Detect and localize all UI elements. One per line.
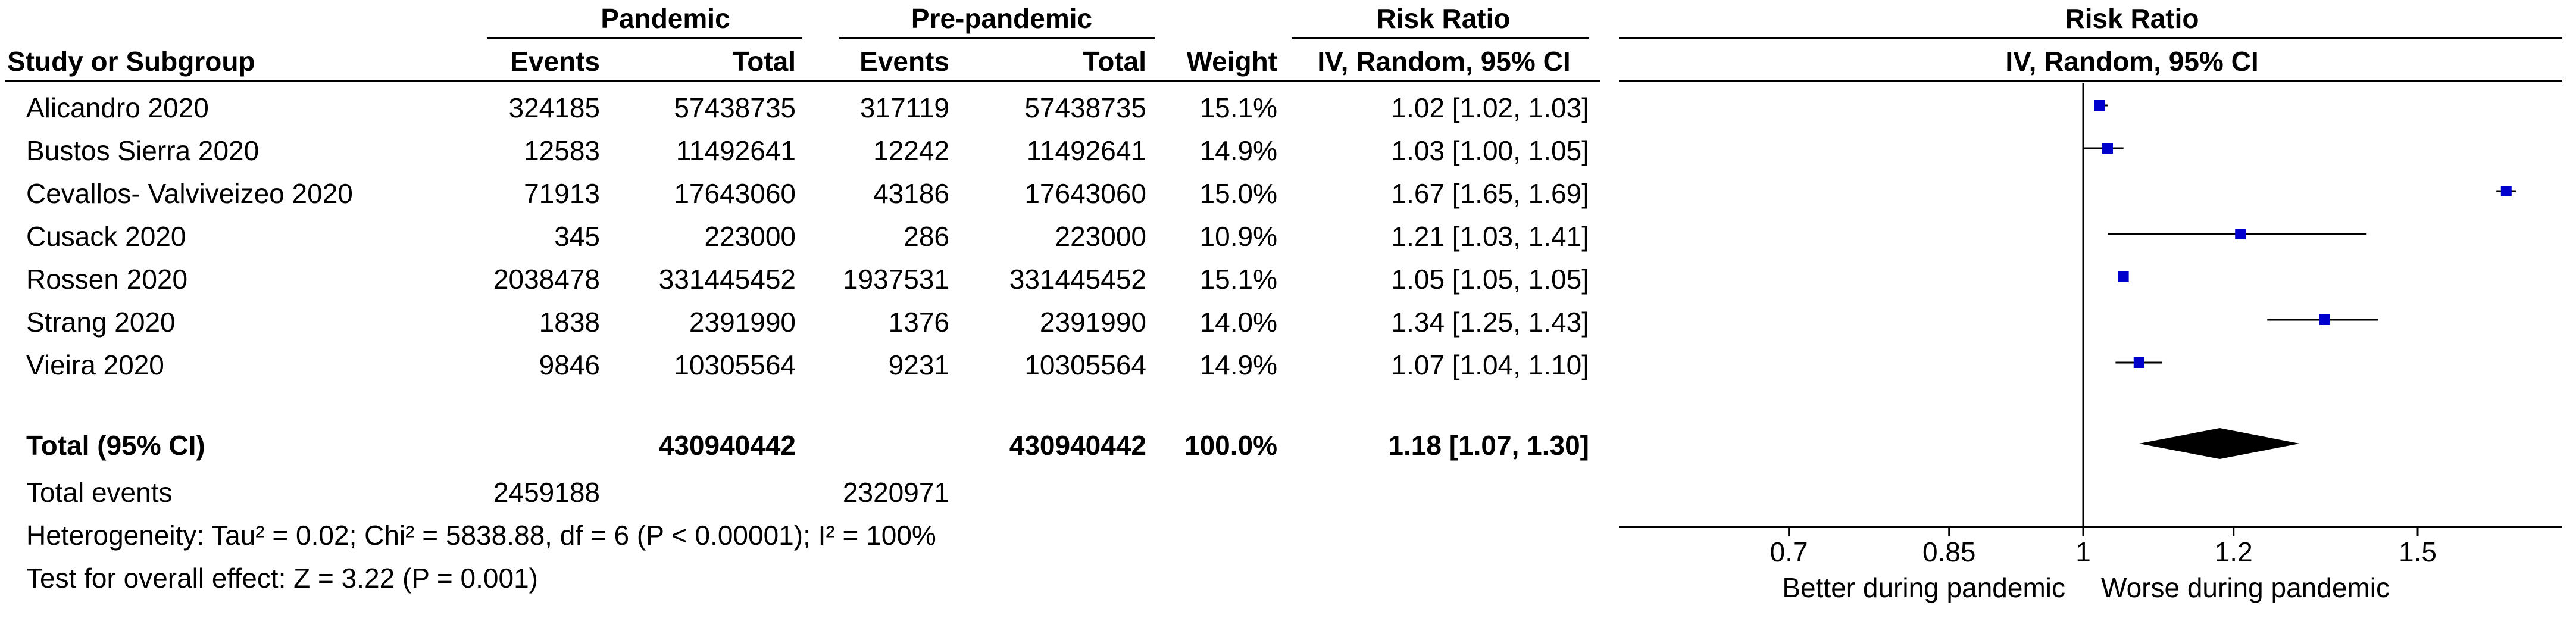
prepandemic-group-header: Pre-pandemic: [911, 3, 1093, 34]
pandemic-total: 223000: [704, 221, 796, 252]
x-tick-label: 0.7: [1770, 536, 1808, 567]
pooled-risk-ratio-ci: 1.18 [1.07, 1.30]: [1388, 430, 1589, 461]
pandemic-events: 71913: [524, 178, 600, 209]
pandemic-events: 9846: [539, 349, 600, 380]
pandemic-total: 2391990: [689, 307, 796, 338]
weight: 10.9%: [1199, 221, 1277, 252]
pandemic-total: 11492641: [676, 135, 796, 166]
prepandemic-events: 317119: [859, 92, 949, 123]
weight: 15.0%: [1199, 178, 1277, 209]
point-estimate-marker: [2094, 100, 2105, 111]
weight: 14.0%: [1199, 307, 1277, 338]
point-estimate-marker: [2118, 271, 2129, 282]
pandemic-total-events: 2459188: [493, 477, 600, 508]
point-estimate-marker: [2235, 229, 2246, 239]
pandemic-events: 324185: [508, 92, 601, 123]
plot-title-underline: [1619, 37, 2562, 39]
risk-ratio-ci: 1.34 [1.25, 1.43]: [1391, 307, 1590, 338]
prepandemic-total: 57438735: [1024, 92, 1146, 123]
pandemic-total: 331445452: [658, 264, 796, 295]
point-estimate-marker: [2133, 357, 2144, 368]
col-header-pandemic-events: Events: [510, 46, 600, 77]
x-tick-label: 0.85: [1922, 536, 1976, 567]
point-estimate-marker: [2102, 143, 2113, 154]
risk-ratio-ci: 1.05 [1.05, 1.05]: [1391, 264, 1590, 295]
pandemic-events: 1838: [539, 307, 600, 338]
prepandemic-total: 10305564: [1024, 349, 1146, 380]
prepandemic-total-events: 2320971: [842, 477, 949, 508]
pandemic-events: 12583: [524, 135, 600, 166]
weight: 15.1%: [1199, 92, 1277, 123]
total-events-label: Total events: [26, 477, 173, 508]
col-header-pandemic-total: Total: [732, 46, 796, 77]
weight: 15.1%: [1199, 264, 1277, 295]
x-tick-label: 1: [2075, 536, 2091, 567]
prepandemic-total: 223000: [1055, 221, 1147, 252]
risk-ratio-underline: [1292, 37, 1589, 39]
risk-ratio-ci: 1.21 [1.03, 1.41]: [1391, 221, 1590, 252]
study-name: Bustos Sierra 2020: [26, 135, 260, 166]
pooled-diamond: [2139, 428, 2300, 459]
pandemic-total-sum: 430940442: [658, 430, 796, 461]
study-name: Cevallos- Valviveizeo 2020: [26, 178, 353, 209]
table-header-underline: [5, 80, 1600, 82]
point-estimate-marker: [2500, 186, 2512, 196]
study-name: Vieira 2020: [26, 349, 164, 380]
weight: 14.9%: [1199, 135, 1277, 166]
plot-title: Risk Ratio: [2065, 3, 2199, 34]
col-header-method: IV, Random, 95% CI: [1317, 46, 1571, 77]
risk-ratio-ci: 1.07 [1.04, 1.10]: [1391, 349, 1590, 380]
prepandemic-total: 331445452: [1009, 264, 1146, 295]
prepandemic-total: 11492641: [1026, 135, 1146, 166]
prepandemic-total-sum: 430940442: [1009, 430, 1146, 461]
study-name: Rossen 2020: [26, 264, 188, 295]
col-header-prepandemic-events: Events: [859, 46, 949, 77]
pandemic-total: 10305564: [674, 349, 796, 380]
study-name: Cusack 2020: [26, 221, 186, 252]
pandemic-events: 345: [554, 221, 600, 252]
prepandemic-total: 17643060: [1024, 178, 1146, 209]
plot-header-underline: [1619, 80, 2562, 82]
col-header-study: Study or Subgroup: [7, 46, 255, 77]
x-tick-label: 1.5: [2399, 536, 2437, 567]
prepandemic-events: 1937531: [842, 264, 949, 295]
study-name: Alicandro 2020: [26, 92, 209, 123]
pandemic-total: 17643060: [674, 178, 796, 209]
prepandemic-events: 286: [904, 221, 949, 252]
col-header-prepandemic-total: Total: [1083, 46, 1146, 77]
right-direction-label: Worse during pandemic: [2101, 572, 2390, 603]
col-header-weight: Weight: [1186, 46, 1277, 77]
risk-ratio-table-header: Risk Ratio: [1376, 3, 1511, 34]
weight: 14.9%: [1199, 349, 1277, 380]
study-name: Strang 2020: [26, 307, 176, 338]
left-direction-label: Better during pandemic: [1782, 572, 2065, 603]
point-estimate-marker: [2319, 314, 2330, 325]
heterogeneity-text: Heterogeneity: Tau² = 0.02; Chi² = 5838.…: [26, 520, 936, 551]
plot-method-header: IV, Random, 95% CI: [2005, 46, 2259, 77]
pandemic-total: 57438735: [674, 92, 796, 123]
pandemic-events: 2038478: [493, 264, 600, 295]
total-label: Total (95% CI): [26, 430, 205, 461]
prepandemic-events: 9231: [888, 349, 949, 380]
prepandemic-events: 43186: [873, 178, 949, 209]
pandemic-group-header: Pandemic: [601, 3, 730, 34]
x-tick-label: 1.2: [2215, 536, 2253, 567]
overall-effect-text: Test for overall effect: Z = 3.22 (P = 0…: [26, 563, 538, 594]
risk-ratio-ci: 1.02 [1.02, 1.03]: [1391, 92, 1590, 123]
risk-ratio-ci: 1.67 [1.65, 1.69]: [1391, 178, 1590, 209]
prepandemic-events: 1376: [888, 307, 949, 338]
pandemic-underline: [487, 37, 802, 39]
total-weight: 100.0%: [1184, 430, 1277, 461]
prepandemic-underline: [839, 37, 1155, 39]
prepandemic-events: 12242: [873, 135, 949, 166]
risk-ratio-ci: 1.03 [1.00, 1.05]: [1391, 135, 1590, 166]
prepandemic-total: 2391990: [1039, 307, 1146, 338]
